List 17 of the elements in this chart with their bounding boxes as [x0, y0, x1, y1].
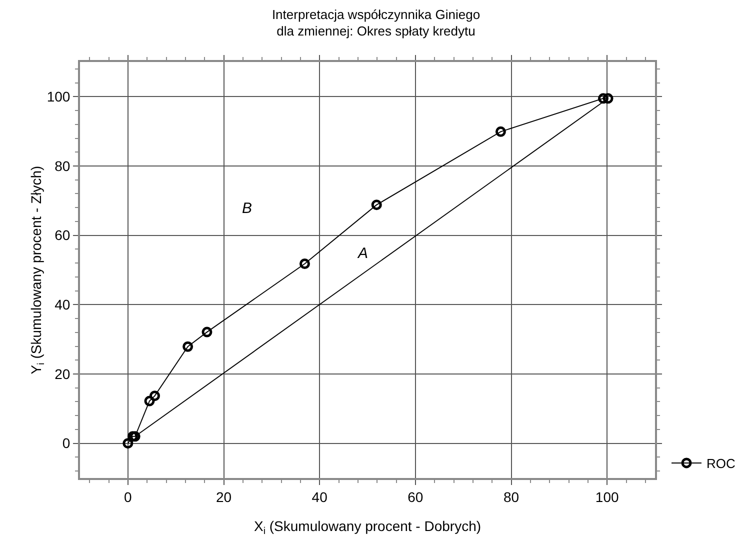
y-tick-label: 20	[54, 366, 70, 382]
y-tick-label: 80	[54, 158, 70, 174]
y-tick-label: 100	[46, 88, 70, 105]
x-tick-label: 20	[216, 488, 232, 505]
chart-title: Interpretacja współczynnika Giniego dla zmiennej: Okres spłaty kredytu	[272, 6, 480, 39]
annotation: A	[357, 245, 368, 262]
x-axis-title: X$_{i}$ (Skumulowany procent - Dobrych)	[254, 518, 482, 537]
x-tick-label: 0	[124, 488, 132, 505]
y-tick-label: 60	[54, 227, 70, 244]
x-tick-label: 100	[595, 488, 619, 505]
annotation: B	[242, 200, 252, 217]
y-tick-label: 40	[54, 296, 70, 313]
x-tick-label: 60	[408, 488, 424, 505]
legend-label: ROC	[706, 456, 736, 472]
x-tick-label: 80	[503, 488, 520, 505]
y-tick-label: 0	[62, 435, 70, 452]
x-tick-label: 40	[312, 488, 328, 505]
